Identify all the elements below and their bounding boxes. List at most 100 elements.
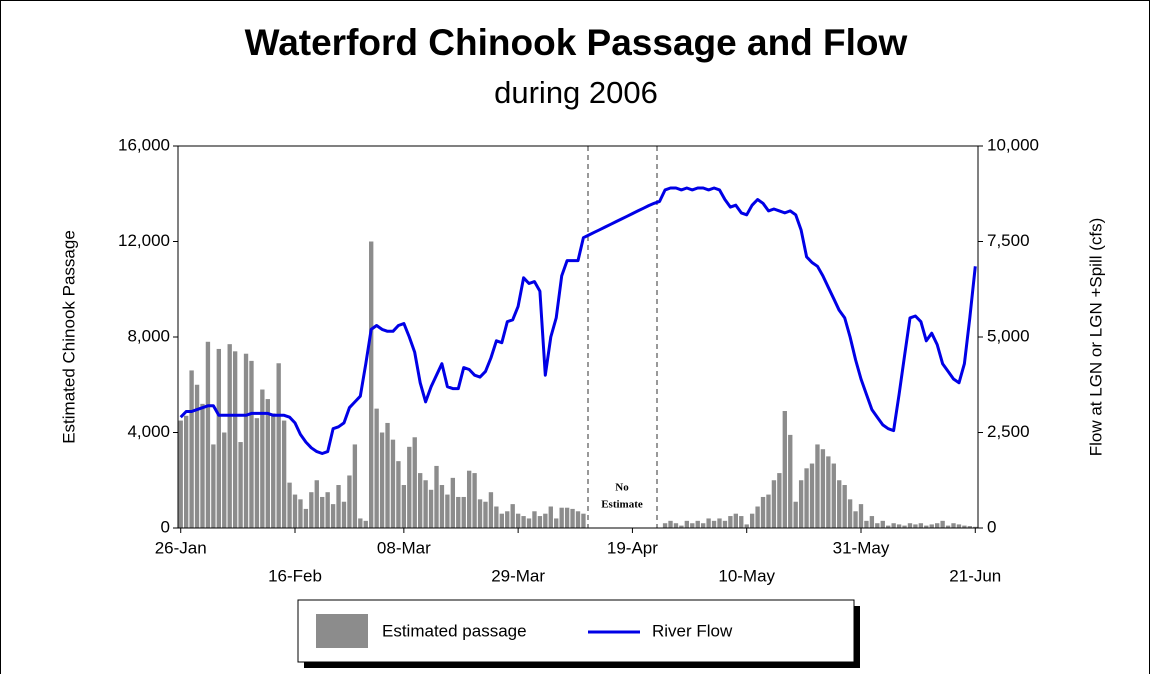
legend [297,599,855,663]
bar [684,520,690,528]
y2-tick-label: 7,500 [987,231,1030,250]
bar [771,480,777,528]
bar [532,511,537,528]
bar [853,511,858,528]
bar [347,475,352,528]
bar [668,520,673,528]
bar [951,523,956,528]
bar [369,241,374,528]
bar [401,485,407,528]
bar [243,353,249,528]
bar [287,482,292,528]
bar [363,520,368,528]
bar [956,524,962,528]
bar [407,446,412,528]
bar [445,494,450,528]
annotation: Estimate [601,499,643,511]
bar [254,418,260,528]
bar [858,504,864,528]
bar [755,506,760,528]
bar [379,432,385,528]
bar [483,501,488,528]
bar [352,444,358,528]
bar [303,508,309,528]
bar [831,463,836,528]
bar [924,525,929,528]
bar [711,520,717,528]
bar [510,504,515,528]
bar [232,351,238,528]
bar [499,513,504,528]
bar [211,444,216,528]
bar [891,523,896,528]
bar [260,389,265,528]
bar [265,399,270,528]
bar [788,434,793,528]
bar [760,496,766,528]
bar [200,403,205,528]
bar [537,516,543,528]
legend-label: River Flow [652,621,733,640]
bar [428,489,434,528]
bar [864,520,869,528]
bar [418,473,423,528]
bar [875,523,880,528]
bar [222,432,227,528]
bar [477,499,483,528]
annotation: No [615,482,629,494]
bar [575,511,581,528]
bar [358,518,363,528]
bar [385,422,390,528]
bar [973,526,978,528]
bar [505,511,510,528]
bar [281,420,287,528]
bar [412,437,417,528]
bar [543,513,548,528]
x-tick-label: 26-Jan [155,538,207,557]
y2-axis-title: Flow at LGN or LGN +Spill (cfs) [1086,218,1105,457]
bar [216,348,221,528]
bar [194,384,200,528]
bar [554,518,559,528]
bar [434,465,439,528]
bar [766,494,771,528]
bar [902,525,907,528]
y2-tick-label: 5,000 [987,326,1030,345]
bar [695,520,700,528]
bar [521,516,526,528]
bar [423,480,428,528]
bar [962,525,967,528]
chart-title: Waterford Chinook Passage and Flow [245,22,908,63]
bar [374,408,379,528]
bar [837,480,842,528]
bar [804,468,809,528]
bar [276,363,281,528]
bar [298,499,303,528]
chart-subtitle: during 2006 [494,75,658,110]
bar [722,520,728,528]
bar [886,525,891,528]
bar [526,518,532,528]
bar [728,516,733,528]
bar [815,444,820,528]
bar [809,463,815,528]
bar [450,477,456,528]
bar [238,442,243,528]
bar [461,496,466,528]
bar [749,513,755,528]
bar [690,523,695,528]
bar [488,492,494,528]
y2-tick-label: 0 [987,517,996,536]
bar [673,523,679,528]
y-tick-label: 0 [161,517,170,536]
bar [439,485,445,528]
bar [793,501,798,528]
bar [869,516,875,528]
bar [325,492,330,528]
y-tick-label: 16,000 [118,135,170,154]
bar [227,344,232,528]
bar [706,518,711,528]
bar [907,523,913,528]
bar [798,480,804,528]
x-tick-label: 21-Jun [949,566,1001,585]
